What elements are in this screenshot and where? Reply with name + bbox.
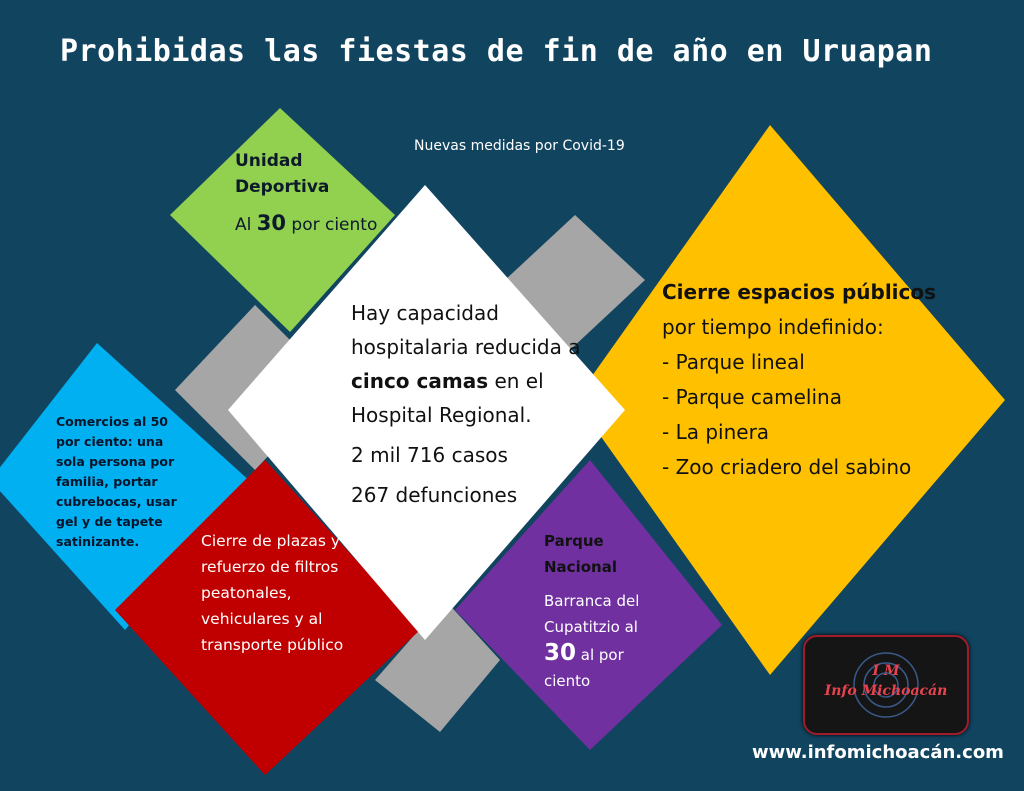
list-item: - Parque camelina — [662, 385, 842, 409]
green-heading: Unidad Deportiva — [235, 151, 330, 197]
info-michoacan-logo: I M Info Michoacán — [803, 635, 969, 735]
center-text: Hay capacidad hospitalaria reducida a ci… — [351, 296, 611, 512]
green-text: Unidad Deportiva Al 30 por ciento — [235, 148, 385, 238]
blue-diamond — [0, 343, 252, 630]
blue-text: Comercios al 50 por ciento: una sola per… — [56, 414, 177, 549]
center-line1: Hay capacidad hospitalaria reducida a — [351, 301, 581, 359]
center-bold: cinco camas — [351, 369, 489, 393]
purple-post: al por ciento — [544, 646, 624, 690]
purple-text: Parque Nacional Barranca del Cupatitzio … — [544, 528, 674, 694]
purple-diamond — [455, 460, 722, 750]
green-number: 30 — [256, 211, 286, 235]
spiral-icon — [853, 652, 919, 718]
yellow-line: por tiempo indefinido: — [662, 315, 884, 339]
green-pre: Al — [235, 215, 257, 235]
green-diamond — [170, 108, 395, 332]
website-url: www.infomichoacán.com — [752, 742, 1004, 763]
list-item: - Zoo criadero del sabino — [662, 455, 912, 479]
cases-count: 2 mil 716 casos — [351, 443, 508, 467]
yellow-diamond — [575, 125, 1005, 675]
white-diamond — [228, 185, 625, 640]
center-line2: en el Hospital Regional. — [351, 369, 544, 427]
logo-line1: I M — [872, 663, 900, 679]
list-item: - La pinera — [662, 420, 770, 444]
page-title: Prohibidas las fiestas de fin de año en … — [60, 34, 933, 69]
yellow-bold: Cierre espacios públicos — [662, 280, 937, 304]
subtitle: Nuevas medidas por Covid-19 — [414, 138, 625, 154]
gray-diamond-bottom — [375, 600, 500, 732]
red-diamond — [115, 460, 420, 775]
purple-line: Barranca del Cupatitzio al — [544, 592, 640, 636]
purple-heading: Parque Nacional — [544, 532, 617, 576]
red-text: Cierre de plazas y refuerzo de filtros p… — [201, 532, 344, 654]
yellow-text: Cierre espacios públicos por tiempo inde… — [662, 275, 962, 485]
logo-line2: Info Michoacán — [824, 683, 948, 699]
green-post: por ciento — [286, 215, 378, 235]
list-item: - Parque lineal — [662, 350, 805, 374]
purple-number: 30 — [544, 640, 577, 666]
deaths-count: 267 defunciones — [351, 483, 518, 507]
